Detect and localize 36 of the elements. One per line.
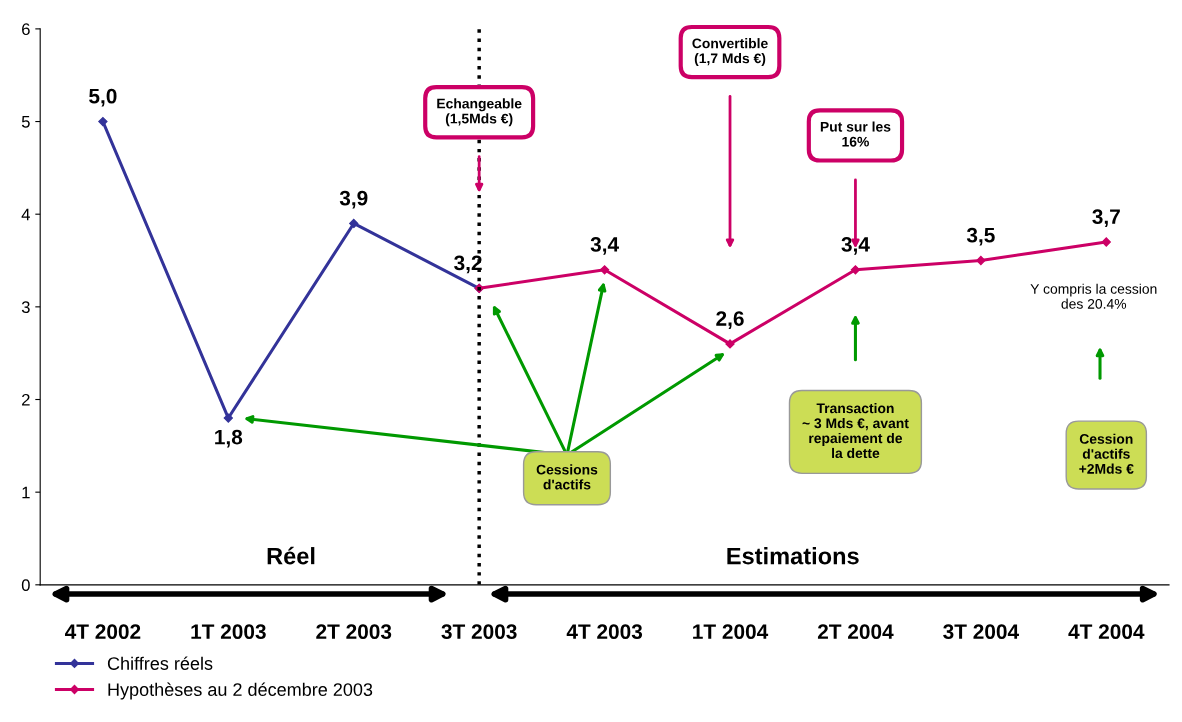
annotation: Cessions d'actifs	[536, 464, 598, 490]
annotation: Put sur les 16%	[820, 121, 891, 147]
legend-label: Chiffres réels	[107, 656, 213, 670]
annotation: Estimations	[727, 547, 859, 565]
legend-label: Hypothèses au 2 décembre 2003	[108, 682, 373, 700]
annotation: Convertible (1,7 Mds €)	[692, 38, 768, 66]
x-tick-label: 4T 2004	[1068, 624, 1145, 640]
y-tick-label: 6	[22, 23, 30, 36]
x-tick-label: 1T 2004	[693, 624, 769, 640]
data-label: 1,8	[215, 429, 243, 448]
annotation: Transaction ~ 3 Mds €, avant repaiement de la dette	[802, 403, 909, 459]
data-label: 3,2	[454, 255, 482, 274]
y-tick-label: 1	[22, 486, 30, 499]
x-tick-label: 2T 2004	[817, 624, 894, 640]
annotation: Réel	[267, 546, 315, 565]
annotation: Cession d'actifs +2Mds €	[1079, 433, 1134, 474]
data-label: 3,5	[966, 227, 995, 246]
y-tick-label: 3	[21, 301, 30, 314]
data-label: 3,4	[590, 237, 619, 255]
data-label: 3,4	[841, 237, 870, 255]
data-label: 5,0	[89, 88, 117, 107]
y-tick-label: 2	[22, 393, 30, 406]
x-tick-label: 2T 2003	[316, 624, 392, 640]
data-label: 2,6	[716, 311, 744, 329]
y-tick-label: 4	[21, 208, 30, 221]
x-tick-label: 4T 2003	[566, 624, 643, 640]
y-tick-label: 5	[21, 116, 30, 128]
x-tick-label: 1T 2003	[191, 624, 266, 640]
y-tick-label: 0	[21, 579, 30, 592]
data-label: 3,9	[339, 190, 368, 209]
annotation: Echangeable (1,5Mds €)	[437, 98, 522, 127]
x-tick-label: 3T 2003	[441, 624, 517, 640]
x-tick-label: 4T 2002	[65, 624, 141, 640]
annotation: Y compris la cession des 20.4%	[1030, 283, 1157, 309]
x-tick-label: 3T 2004	[943, 624, 1019, 640]
data-label: 3,7	[1092, 209, 1120, 227]
